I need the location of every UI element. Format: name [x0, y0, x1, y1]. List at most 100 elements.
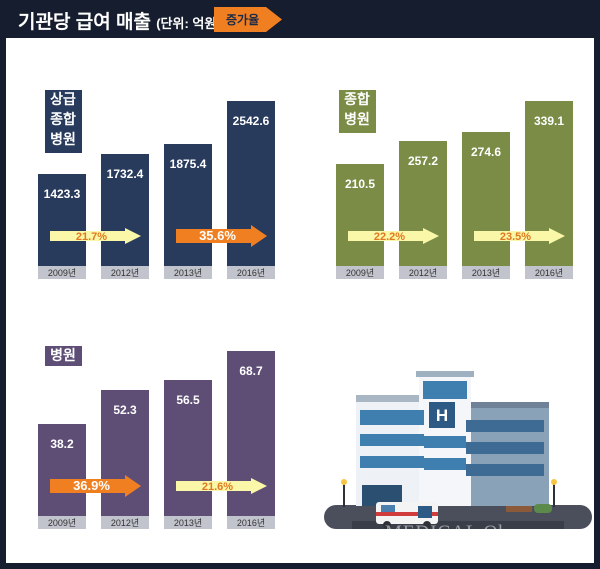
- bar: [399, 141, 447, 266]
- chart-title: 병원: [344, 111, 370, 127]
- chart-group: 병원 2009년 38.2 2012년 52.3 2013년 56.5 2016년 68.7 36…: [38, 346, 275, 529]
- bar: [164, 144, 212, 266]
- value-label: 1875.4: [170, 157, 207, 171]
- category-label: 2009년: [48, 268, 76, 278]
- value-label: 1423.3: [44, 187, 81, 201]
- chart-title: 종합: [50, 111, 76, 127]
- value-label: 68.7: [239, 364, 263, 378]
- category-label: 2013년: [174, 268, 202, 278]
- growth-rate-label: 23.5%: [500, 231, 531, 243]
- lamp-light: [341, 479, 347, 485]
- value-label: 1732.4: [107, 167, 144, 181]
- ambulance-window: [381, 505, 395, 512]
- ambulance-wheel: [383, 521, 391, 529]
- growth-arrow: [474, 228, 565, 244]
- bar-label-box: [227, 266, 275, 279]
- window-row: [360, 410, 424, 425]
- growth-rate-label: 35.6%: [199, 228, 236, 243]
- category-label: 2016년: [535, 268, 563, 278]
- value-label: 56.5: [176, 393, 200, 407]
- chart-title: 상급: [50, 91, 76, 107]
- bar: [336, 164, 384, 266]
- category-label: 2012년: [111, 268, 139, 278]
- ambulance-badge: [418, 506, 432, 518]
- hospital-illustration: H: [324, 371, 592, 529]
- bar-label-box: [101, 266, 149, 279]
- bar: [164, 380, 212, 516]
- lamp-post: [553, 483, 555, 507]
- window-row: [360, 434, 424, 446]
- shrub: [534, 504, 552, 513]
- bar-label-box: [462, 266, 510, 279]
- value-label: 257.2: [408, 154, 438, 168]
- category-label: 2009년: [48, 518, 76, 528]
- hospital-sign: [429, 402, 455, 428]
- growth-rate-label: 21.6%: [202, 481, 233, 493]
- chart-title: 종합: [344, 91, 370, 107]
- legend-arrow-icon: [214, 7, 282, 32]
- bar-label-box: [399, 266, 447, 279]
- category-label: 2009년: [346, 268, 374, 278]
- ambulance-wheel: [423, 521, 431, 529]
- bar: [38, 174, 86, 266]
- legend-label: 증가율: [226, 13, 260, 27]
- lamp-post: [343, 483, 345, 507]
- category-label: 2012년: [409, 268, 437, 278]
- category-label: 2012년: [111, 518, 139, 528]
- growth-arrow: [50, 228, 141, 244]
- value-label: 274.6: [471, 145, 501, 159]
- growth-rate-label: 22.2%: [374, 231, 405, 243]
- tower-window: [424, 436, 466, 448]
- value-label: 52.3: [113, 403, 137, 417]
- chart-title-box: [339, 90, 376, 133]
- chart-title-box: [45, 90, 82, 153]
- chart-title: 병원: [50, 347, 76, 363]
- building-tower-top: [416, 371, 474, 377]
- window-row: [466, 442, 544, 454]
- growth-arrow: [348, 228, 439, 244]
- value-label: 2542.6: [233, 114, 270, 128]
- road-strip: [352, 521, 564, 529]
- growth-arrow: [176, 225, 267, 247]
- value-label: 38.2: [50, 437, 74, 451]
- bar-label-box: [164, 266, 212, 279]
- window-row: [466, 464, 544, 476]
- header-bar: 기관당 급여 매출 (단위: 억원) 증가율: [0, 0, 600, 38]
- tower-window: [424, 458, 466, 470]
- growth-rate-label: 21.7%: [76, 231, 107, 243]
- value-label: 210.5: [345, 177, 375, 191]
- bar-charts: 상급종합병원2009년1423.32012년1732.42013년1875.42…: [38, 90, 592, 529]
- page-title: 기관당 급여 매출 (단위: 억원): [18, 7, 221, 34]
- title-text: 기관당 급여 매출: [18, 12, 151, 33]
- building-wing-roof: [461, 402, 549, 408]
- bar-label-box: [164, 516, 212, 529]
- window-row: [466, 420, 544, 432]
- growth-rate-label: 36.9%: [73, 478, 110, 493]
- bar: [462, 132, 510, 266]
- chart-panel: 상급 종합 병원 2009년 1423.3 2012년 1732.4 2013년 1875.4 2…: [6, 38, 594, 563]
- bar-label-box: [336, 266, 384, 279]
- bar-label-box: [525, 266, 573, 279]
- category-label: 2013년: [174, 518, 202, 528]
- bar: [38, 424, 86, 516]
- tower-windows: [423, 381, 467, 399]
- bar: [101, 154, 149, 266]
- value-label: 339.1: [534, 114, 564, 128]
- category-label: 2016년: [237, 268, 265, 278]
- window-row: [360, 456, 424, 468]
- lamp-light: [551, 479, 557, 485]
- growth-arrow: [50, 475, 141, 497]
- chart-title-box: [45, 346, 82, 366]
- bar-label-box: [227, 516, 275, 529]
- bench: [506, 506, 532, 512]
- bar-label-box: [38, 516, 86, 529]
- chart-title: 병원: [50, 131, 76, 147]
- ambulance-stripe: [376, 512, 438, 516]
- watermark: MEDICAL Obser: [385, 522, 534, 543]
- category-label: 2013년: [472, 268, 500, 278]
- category-label: 2016년: [237, 518, 265, 528]
- entrance: [362, 485, 402, 506]
- bar-label-box: [101, 516, 149, 529]
